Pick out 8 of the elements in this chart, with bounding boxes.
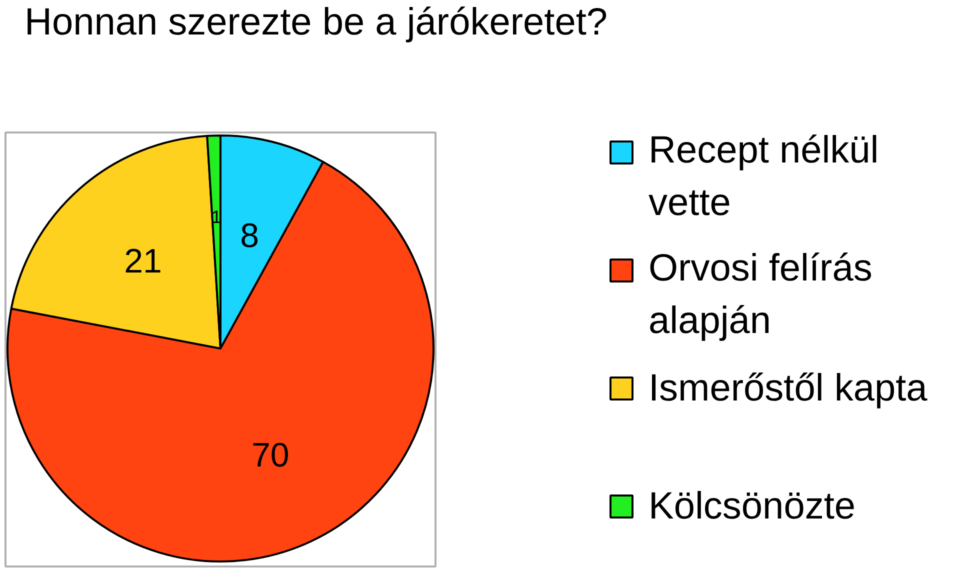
data-label: 21 <box>124 242 162 281</box>
legend-label: Ismerőstől kapta <box>648 368 928 410</box>
data-label: 70 <box>251 436 290 474</box>
legend-label: Orvosi felírás alapján <box>648 247 872 342</box>
chart-title: Honnan szerezte be a járókeretet? <box>24 2 608 44</box>
data-label: 8 <box>240 217 260 256</box>
legend-label: Recept nélkül vette <box>648 129 879 224</box>
legend-label: Kölcsönözte <box>648 486 856 528</box>
